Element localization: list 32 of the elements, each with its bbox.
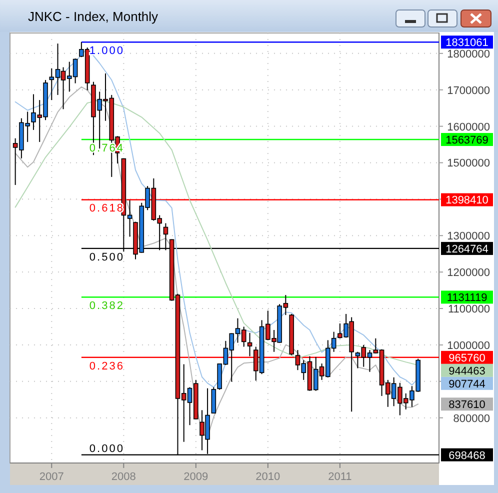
x-tick-label: 2010 (256, 471, 280, 483)
y-tick-label: 1200000 (447, 267, 490, 280)
x-tick-label: 2009 (184, 471, 208, 483)
candlestick (211, 386, 216, 414)
x-tick-label: 2008 (111, 471, 136, 483)
ref-line-label: 1398410 (446, 194, 488, 207)
y-tick-label: 1300000 (447, 230, 490, 243)
annotation: 0.500 (89, 251, 124, 264)
ref-line-label: 698468 (448, 450, 486, 462)
x-tick-label: 2011 (328, 471, 352, 483)
annotation: 0.382 (89, 300, 124, 312)
x-tick-label: 2007 (39, 471, 64, 483)
y-tick-label: 1800000 (447, 48, 490, 60)
y-tick-label: 1600000 (447, 121, 490, 134)
ref-line-label: 1131119 (446, 292, 488, 304)
y-tick-label: 1000000 (447, 340, 490, 352)
annotation: 0.236 (89, 360, 124, 372)
ref-line-label: 1563769 (446, 134, 488, 146)
annotation: 0.000 (89, 442, 124, 455)
ref-line-label: 965760 (448, 352, 486, 364)
y-tick-label: 800000 (453, 412, 490, 425)
chart-title: JNKC - Index, Monthly (28, 9, 159, 24)
y-tick-label: 1700000 (447, 84, 490, 97)
annotation: 907744 (448, 378, 486, 390)
ref-line-label: 1264764 (446, 243, 488, 256)
annotation: 944463 (448, 365, 486, 378)
y-tick-label: 1100000 (448, 303, 490, 316)
annotation: 837610 (448, 399, 486, 412)
ref-line-label: 1831061 (446, 37, 488, 50)
candlestick (247, 332, 252, 357)
annotation: 1.000 (89, 45, 124, 58)
y-tick-label: 1500000 (447, 158, 490, 170)
